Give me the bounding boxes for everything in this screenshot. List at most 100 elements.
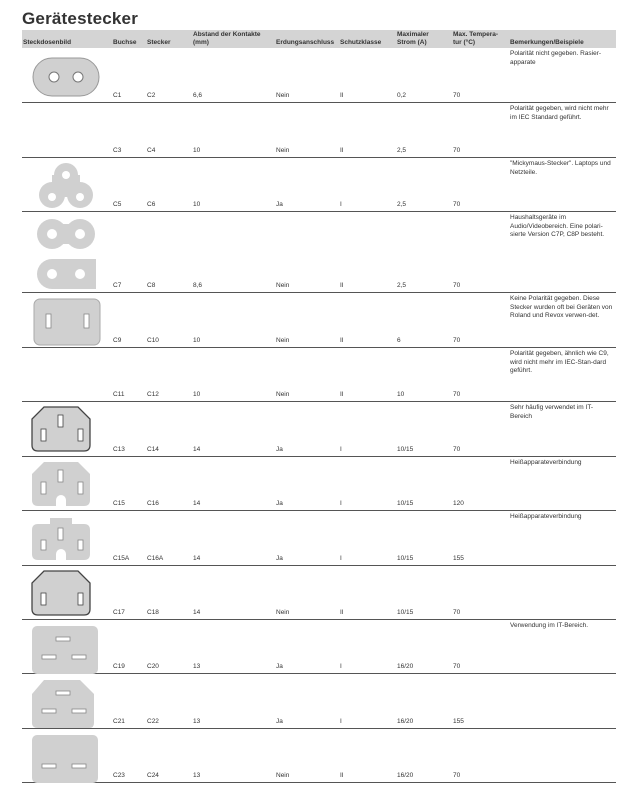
header-stecker: Stecker [147,38,171,46]
cell-erdung: Ja [276,555,283,562]
cell-erdung: Ja [276,718,283,725]
header-strom: Maximaler Strom (A) [397,31,429,46]
cell-temp: 70 [453,337,461,344]
cell-temp: 70 [453,446,461,453]
c9-two-slot-icon [33,298,101,346]
c19-three-slot-icon [32,626,98,674]
c13-three-pin-icon [31,406,91,452]
cell-schutz: I [340,201,342,208]
header-erdung: Erdungsanschluss [276,38,335,46]
cell-bemerkung: Verwendung im IT-Bereich. [510,622,589,629]
cell-bemerkung: Polarität gegeben, ähnlich wie C9, wird … [510,350,609,374]
c5-cloverleaf-icon [39,163,93,208]
table-row: C11 C12 10 Nein II 10 70 Polarität gegeben, ähn… [22,348,616,402]
cell-temp: 120 [453,500,464,507]
cell-strom: 16/20 [397,772,414,779]
cell-erdung: Nein [276,147,290,154]
cell-temp: 70 [453,772,461,779]
cell-schutz: II [340,337,344,344]
cell-buchse: C19 [113,663,125,670]
cell-bemerkung: Polarität nicht gegeben. Rasier-apparate [510,50,602,66]
cell-strom: 10/15 [397,609,414,616]
c23-two-slot-horizontal-icon [32,735,98,783]
cell-strom: 16/20 [397,718,414,725]
cell-abstand: 13 [193,718,201,725]
table-row: C21 C22 13 Ja I 16/20 155 [22,674,616,729]
cell-schutz: I [340,555,342,562]
cell-schutz: II [340,391,344,398]
cell-schutz: II [340,92,344,99]
cell-strom: 2,5 [397,147,407,154]
table-row: C1 C2 6,6 Nein II 0,2 70 Polarität nicht gegebe… [22,48,616,103]
cell-buchse: C17 [113,609,125,616]
table-row: C17 C18 14 Nein II 10/15 70 [22,566,616,620]
cell-schutz: I [340,500,342,507]
cell-stecker: C6 [147,201,156,208]
cell-buchse: C21 [113,718,125,725]
cell-stecker: C22 [147,718,159,725]
cell-stecker: C4 [147,147,156,154]
cell-abstand: 6,6 [193,92,203,99]
header-temp: Max. Tempera-tur (°C) [453,31,499,46]
table-row: C7 C8 8,6 Nein II 2,5 70 Haushaltsgeräte im Aud… [22,212,616,293]
cell-schutz: II [340,147,344,154]
c15a-notched-bump-icon [32,518,90,560]
cell-abstand: 10 [193,391,201,398]
cell-temp: 155 [453,555,464,562]
table-header: Steckdosenbild Buchse Stecker Abstand de… [22,30,616,48]
cell-abstand: 13 [193,772,201,779]
table-row: C9 C10 10 Nein II 6 70 Keine Polarität gegeben.… [22,293,616,348]
cell-stecker: C14 [147,446,159,453]
cell-abstand: 13 [193,663,201,670]
cell-erdung: Nein [276,772,290,779]
cell-schutz: II [340,609,344,616]
cell-buchse: C9 [113,337,122,344]
cell-stecker: C10 [147,337,159,344]
c21-chamfered-three-slot-icon [32,680,94,728]
cell-abstand: 10 [193,201,201,208]
cell-strom: 6 [397,337,401,344]
cell-abstand: 14 [193,555,201,562]
c17-two-pin-icon [31,570,91,616]
cell-bemerkung: Heißapparateverbindung [510,513,582,520]
cell-schutz: I [340,446,342,453]
header-buchse: Buchse [113,38,137,46]
cell-abstand: 14 [193,500,201,507]
page-title: Gerätestecker [22,9,139,28]
cell-bemerkung: Heißapparateverbindung [510,459,582,466]
cell-schutz: II [340,282,344,289]
cell-strom: 2,5 [397,282,407,289]
cell-stecker: C16 [147,500,159,507]
cell-erdung: Nein [276,391,290,398]
cell-abstand: 10 [193,147,201,154]
cell-strom: 2,5 [397,201,407,208]
cell-buchse: C1 [113,92,122,99]
cell-stecker: C8 [147,282,156,289]
cell-temp: 70 [453,282,461,289]
cell-buchse: C23 [113,772,125,779]
cell-bemerkung: "Mickymaus-Stecker". Laptops und Netztei… [510,160,611,176]
table-row: C23 C24 13 Nein II 16/20 70 [22,729,616,783]
cell-temp: 70 [453,147,461,154]
cell-schutz: I [340,718,342,725]
cell-strom: 16/20 [397,663,414,670]
c1-oval-two-hole-icon [32,57,100,97]
cell-schutz: II [340,772,344,779]
cell-temp: 155 [453,718,464,725]
cell-abstand: 10 [193,337,201,344]
header-schutz: Schutzklasse [340,38,382,46]
cell-erdung: Ja [276,201,283,208]
cell-erdung: Nein [276,92,290,99]
header-bemerkungen: Bemerkungen/Beispiele [510,38,584,46]
cell-temp: 70 [453,92,461,99]
cell-erdung: Ja [276,663,283,670]
cell-temp: 70 [453,663,461,670]
cell-temp: 70 [453,609,461,616]
cell-buchse: C7 [113,282,122,289]
cell-buchse: C15 [113,500,125,507]
cell-abstand: 14 [193,609,201,616]
cell-strom: 0,2 [397,92,407,99]
cell-buchse: C5 [113,201,122,208]
cell-abstand: 8,6 [193,282,203,289]
cell-stecker: C12 [147,391,159,398]
